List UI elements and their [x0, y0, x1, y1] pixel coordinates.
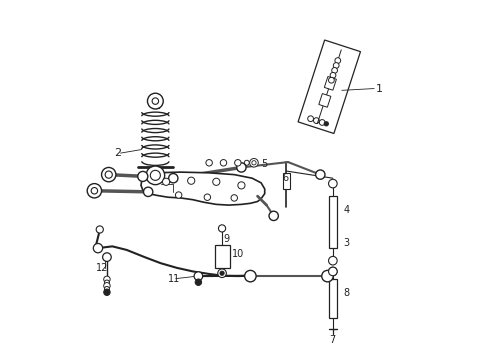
Circle shape [188, 177, 195, 184]
Circle shape [152, 98, 159, 104]
Circle shape [329, 267, 337, 276]
Circle shape [220, 159, 227, 166]
Circle shape [138, 171, 148, 181]
Polygon shape [141, 172, 265, 205]
Text: 6: 6 [283, 173, 289, 183]
Circle shape [329, 256, 337, 265]
Circle shape [316, 170, 325, 179]
Text: 9: 9 [223, 234, 230, 244]
Circle shape [150, 170, 160, 180]
Circle shape [91, 188, 98, 194]
Circle shape [195, 279, 201, 285]
Circle shape [147, 93, 163, 109]
Circle shape [329, 267, 337, 276]
Circle shape [250, 158, 258, 167]
Circle shape [322, 270, 333, 282]
Circle shape [333, 63, 339, 68]
Circle shape [328, 77, 334, 83]
Polygon shape [152, 106, 159, 108]
Circle shape [104, 283, 110, 289]
Circle shape [220, 271, 224, 275]
Text: 3: 3 [343, 238, 350, 248]
Circle shape [245, 270, 256, 282]
Polygon shape [329, 279, 337, 318]
Circle shape [237, 163, 246, 172]
Text: 4: 4 [343, 206, 350, 216]
Circle shape [324, 122, 328, 126]
Circle shape [219, 225, 225, 232]
Circle shape [87, 184, 101, 198]
Circle shape [105, 171, 112, 178]
Circle shape [163, 178, 170, 185]
Text: 7: 7 [329, 334, 336, 345]
Circle shape [144, 187, 153, 197]
Text: 12: 12 [96, 263, 109, 273]
Circle shape [169, 174, 178, 183]
Text: 1: 1 [376, 84, 383, 94]
Circle shape [213, 178, 220, 185]
Polygon shape [215, 244, 230, 268]
Circle shape [104, 287, 109, 292]
Circle shape [93, 243, 102, 253]
Circle shape [235, 159, 241, 166]
Circle shape [104, 280, 109, 285]
Circle shape [206, 159, 212, 166]
Circle shape [96, 226, 103, 233]
Circle shape [101, 167, 116, 182]
Circle shape [104, 289, 110, 296]
Circle shape [204, 194, 211, 201]
Text: 11: 11 [168, 274, 180, 284]
Circle shape [330, 72, 336, 78]
Circle shape [231, 195, 238, 201]
Circle shape [218, 269, 226, 278]
Circle shape [269, 211, 278, 221]
Polygon shape [298, 40, 361, 134]
Polygon shape [283, 173, 290, 189]
Text: 8: 8 [343, 288, 350, 298]
Circle shape [329, 179, 337, 188]
Circle shape [104, 276, 110, 283]
Circle shape [238, 182, 245, 189]
Polygon shape [319, 94, 331, 107]
Circle shape [102, 253, 111, 261]
Polygon shape [324, 77, 337, 90]
Circle shape [245, 271, 255, 280]
Circle shape [332, 68, 338, 73]
Text: 5: 5 [261, 159, 268, 169]
Circle shape [146, 166, 165, 185]
Text: 2: 2 [114, 148, 121, 158]
Text: 10: 10 [232, 248, 245, 258]
Polygon shape [329, 196, 337, 248]
Circle shape [194, 272, 203, 280]
Circle shape [335, 58, 341, 63]
Circle shape [175, 192, 182, 198]
